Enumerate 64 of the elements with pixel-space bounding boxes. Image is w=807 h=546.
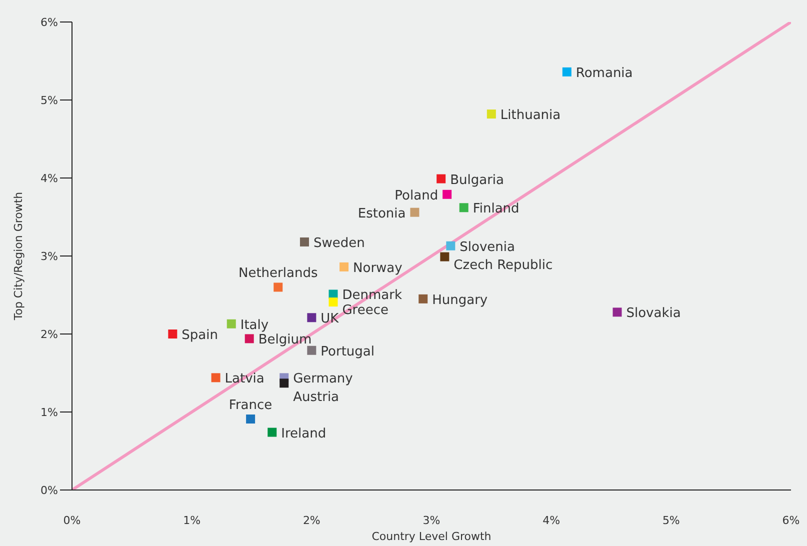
series-label: Lithuania — [500, 108, 561, 124]
series-label: Slovenia — [460, 240, 515, 255]
point — [274, 282, 283, 292]
point — [440, 252, 450, 262]
series-label: Italy — [240, 318, 269, 333]
series-label: Poland — [394, 188, 438, 204]
series-label: Belgium — [258, 332, 312, 348]
x-axis-title: Country Level Growth — [372, 530, 492, 543]
series-label: Germany — [293, 372, 354, 387]
y-tick-label: 3% — [40, 250, 58, 263]
point — [211, 373, 220, 382]
x-tick-label: 4% — [542, 514, 560, 527]
point — [442, 190, 452, 199]
point — [268, 428, 277, 437]
series-label: Portugal — [320, 344, 375, 360]
series-label: France — [228, 398, 272, 414]
series-label: Romania — [576, 66, 633, 81]
y-tick-label: 1% — [40, 406, 58, 419]
x-tick-label: 2% — [302, 514, 320, 527]
point — [418, 294, 428, 304]
series-label: Latvia — [224, 372, 264, 387]
y-tick-label: 2% — [40, 328, 58, 341]
point — [280, 378, 289, 388]
x-tick-label: 3% — [422, 514, 440, 527]
series-label: Greece — [342, 303, 389, 318]
x-tick-label: 1% — [183, 514, 201, 527]
series-label: Denmark — [342, 288, 402, 304]
point — [562, 67, 572, 76]
series-label: Sweden — [313, 236, 365, 251]
series-label: Hungary — [432, 292, 488, 308]
series-label: Ireland — [281, 426, 326, 442]
x-tick-label: 5% — [662, 514, 680, 527]
point — [168, 330, 178, 338]
y-tick-label: 6% — [40, 16, 58, 29]
point — [244, 334, 254, 344]
point — [300, 237, 309, 246]
series-label: Netherlands — [238, 266, 318, 282]
point — [340, 262, 349, 272]
series-label: Norway — [353, 260, 403, 276]
y-tick-label: 0% — [40, 484, 58, 497]
point — [410, 208, 420, 217]
series-label: Spain — [182, 328, 218, 343]
point — [459, 203, 468, 212]
point — [246, 414, 256, 424]
point — [486, 110, 496, 119]
series-label: UK — [320, 312, 340, 327]
series-label: Estonia — [358, 206, 406, 222]
point — [307, 346, 316, 355]
y-tick-label: 5% — [40, 94, 58, 107]
series-label: Finland — [472, 202, 520, 217]
x-tick-label: 6% — [782, 514, 800, 527]
point — [307, 313, 316, 322]
point — [226, 319, 236, 328]
x-tick-label: 0% — [63, 514, 81, 527]
series-label: Czech Republic — [454, 258, 553, 273]
series-label: Bulgaria — [450, 172, 504, 188]
point — [328, 298, 338, 307]
series-label: Slovakia — [626, 306, 681, 322]
series-label: Austria — [293, 390, 340, 406]
point — [446, 241, 456, 250]
point — [612, 308, 622, 317]
point — [436, 174, 446, 184]
y-tick-label: 4% — [40, 172, 58, 185]
y-axis-title: Top City/Region Growth — [12, 192, 25, 322]
